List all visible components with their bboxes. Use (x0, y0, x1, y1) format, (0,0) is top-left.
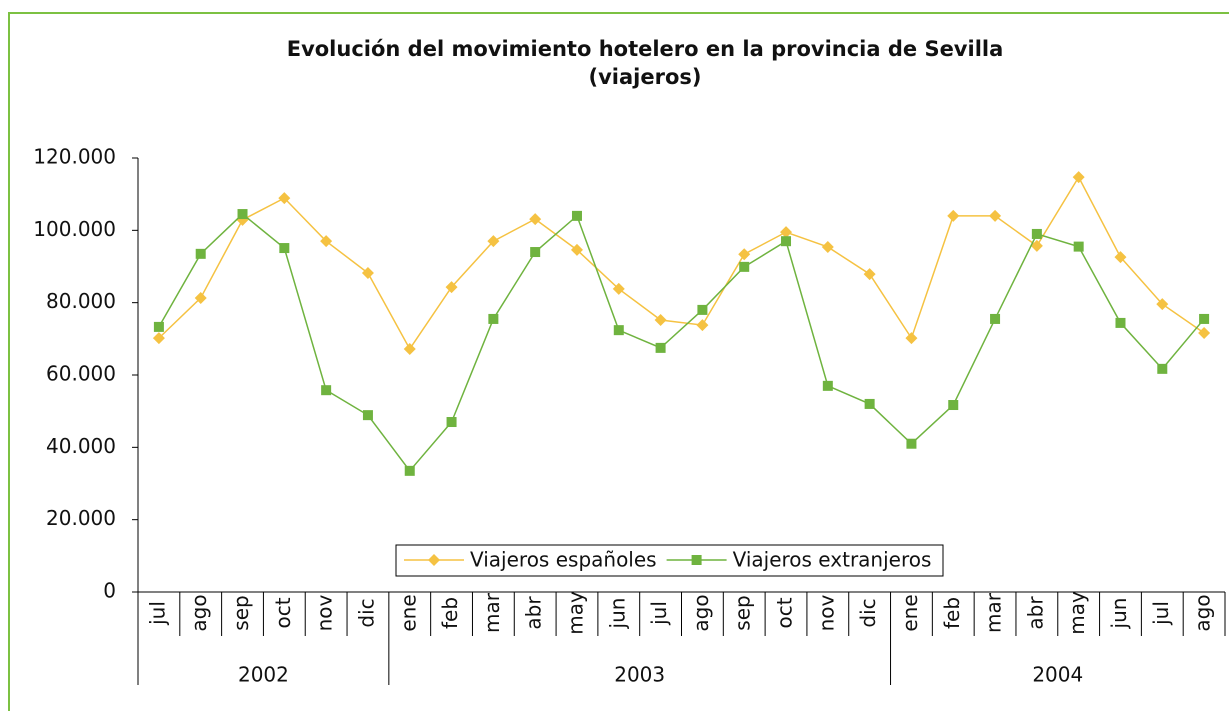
marker (152, 332, 165, 345)
marker (195, 248, 206, 259)
legend-label: Viajeros extranjeros (733, 548, 932, 572)
marker (822, 380, 833, 391)
marker (781, 236, 792, 247)
x-tick-label: feb (438, 597, 462, 629)
marker (697, 304, 708, 315)
marker (1156, 298, 1169, 311)
marker (1072, 171, 1085, 184)
series-line (158, 175, 1205, 351)
x-tick-label: abr (1023, 596, 1047, 630)
marker (1115, 317, 1126, 328)
marker (446, 417, 457, 428)
x-tick-label: oct (773, 597, 797, 628)
marker (1114, 251, 1127, 264)
x-tick-label: jul (1149, 601, 1173, 626)
marker (655, 342, 666, 353)
marker (403, 342, 416, 355)
marker (821, 240, 834, 253)
marker (1198, 327, 1211, 340)
marker (739, 261, 750, 272)
x-tick-label: may (1065, 591, 1089, 635)
legend-marker (428, 554, 440, 566)
x-tick-label: mar (982, 592, 1006, 633)
marker (237, 209, 248, 220)
marker (780, 226, 793, 239)
y-tick-label: 100.000 (33, 217, 116, 241)
marker (194, 291, 207, 304)
x-tick-label: may (563, 591, 587, 635)
marker (1199, 313, 1210, 324)
y-tick-label: 0 (103, 579, 116, 603)
marker (321, 385, 332, 396)
marker (1157, 363, 1168, 374)
x-group-label: 2002 (238, 663, 289, 687)
marker (320, 235, 333, 248)
chart-border (8, 12, 1229, 711)
chart-title: Evolución del movimiento hotelero en la … (287, 37, 1004, 61)
marker (947, 209, 960, 222)
x-tick-label: mar (480, 592, 504, 633)
marker (279, 243, 290, 254)
x-tick-label: dic (856, 598, 880, 627)
marker (530, 247, 541, 258)
marker (570, 243, 583, 256)
marker (361, 267, 374, 280)
marker (948, 400, 959, 411)
marker (529, 213, 542, 226)
marker (654, 314, 667, 327)
x-tick-label: jul (647, 601, 671, 626)
marker (1031, 228, 1042, 239)
y-tick-label: 80.000 (46, 289, 116, 313)
y-tick-label: 60.000 (46, 362, 116, 386)
marker (1030, 239, 1043, 252)
marker (278, 192, 291, 205)
marker (1073, 241, 1084, 252)
x-tick-label: ene (898, 594, 922, 631)
marker (613, 325, 624, 336)
legend-label: Viajeros españoles (470, 548, 657, 572)
marker (445, 281, 458, 294)
marker (864, 398, 875, 409)
marker (487, 235, 500, 248)
x-group-label: 2003 (614, 663, 665, 687)
legend-marker (691, 555, 702, 565)
x-tick-label: ago (1191, 594, 1215, 631)
chart-subtitle: (viajeros) (589, 65, 702, 89)
series-line (158, 213, 1205, 473)
marker (990, 313, 1001, 324)
x-group-label: 2004 (1032, 663, 1083, 687)
marker (989, 209, 1002, 222)
marker (488, 313, 499, 324)
marker (905, 332, 918, 345)
x-tick-label: abr (522, 596, 546, 630)
marker (362, 410, 373, 421)
marker (738, 248, 751, 261)
x-tick-label: jun (1107, 598, 1131, 630)
marker (404, 465, 415, 476)
x-tick-label: dic (354, 598, 378, 627)
marker (863, 268, 876, 281)
x-tick-label: oct (271, 597, 295, 628)
x-tick-label: ago (187, 594, 211, 631)
marker (153, 321, 164, 332)
marker (906, 438, 917, 449)
marker (571, 210, 582, 221)
x-tick-label: nov (814, 594, 838, 631)
x-tick-label: sep (229, 595, 253, 630)
marker (696, 319, 709, 332)
x-tick-label: sep (731, 595, 755, 630)
y-tick-label: 20.000 (46, 506, 116, 530)
y-tick-label: 40.000 (46, 434, 116, 458)
x-tick-label: ago (689, 594, 713, 631)
x-tick-label: nov (313, 594, 337, 631)
x-tick-label: feb (940, 597, 964, 629)
x-tick-label: ene (396, 594, 420, 631)
y-tick-label: 120.000 (33, 145, 116, 169)
x-tick-label: jun (605, 598, 629, 630)
x-tick-label: jul (145, 601, 169, 626)
marker (612, 282, 625, 295)
